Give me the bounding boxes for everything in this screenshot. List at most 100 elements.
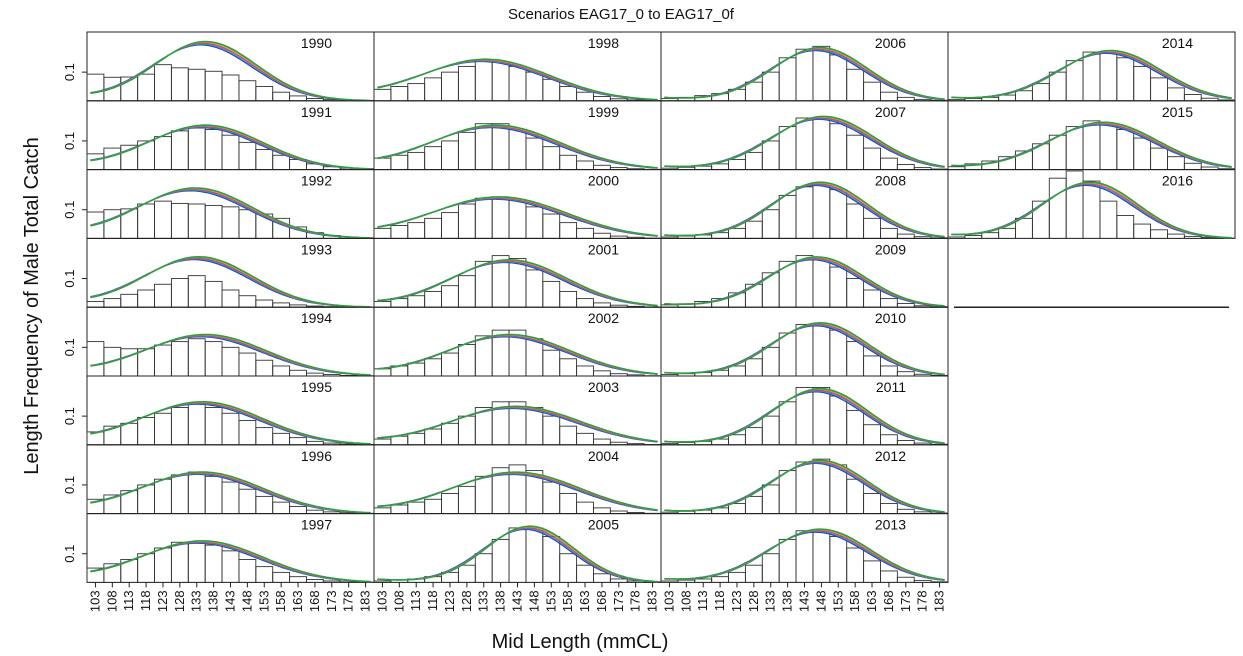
fit-curve <box>90 124 371 170</box>
observed-bar <box>812 530 831 583</box>
observed-bar <box>1082 51 1101 102</box>
observed-bar <box>457 564 476 583</box>
x-tick-label: 133 <box>476 590 491 612</box>
panel-1992: 1992 0.1 <box>62 169 375 239</box>
observed-bar <box>846 547 865 583</box>
observed-bar <box>508 258 527 308</box>
panel-2006: 2006 <box>660 31 949 102</box>
observed-bar <box>795 117 814 171</box>
panel-year-label: 2009 <box>875 241 906 257</box>
y-tick-label: 0.1 <box>62 63 77 81</box>
observed-bar <box>576 564 594 583</box>
observed-bar <box>255 299 274 308</box>
observed-bar <box>221 74 240 102</box>
panel-year-label: 2003 <box>588 379 619 395</box>
observed-bar <box>964 235 983 239</box>
fit-curve <box>951 50 1232 99</box>
observed-bar <box>896 96 915 102</box>
panel-2011: 2011 <box>660 375 949 446</box>
observed-bar <box>744 81 763 102</box>
fit-curve <box>377 196 658 237</box>
x-tick-label: 148 <box>239 590 254 612</box>
observed-bar <box>863 81 881 102</box>
fit-curve <box>664 459 945 513</box>
observed-bar <box>880 365 898 377</box>
fit-curve <box>951 49 1232 99</box>
observed-bar <box>1065 170 1084 239</box>
observed-bar <box>373 368 392 377</box>
observed-bar <box>812 45 831 102</box>
x-tick-label: 108 <box>391 590 406 612</box>
fit-curve <box>377 124 658 169</box>
x-tick-label: 138 <box>780 590 795 612</box>
fit-curve <box>377 258 658 307</box>
observed-bar <box>373 438 392 446</box>
fit-curve <box>377 405 658 443</box>
fit-curve <box>90 40 371 102</box>
observed-bar <box>373 301 392 308</box>
observed-bar <box>728 365 746 377</box>
observed-bar <box>1031 200 1050 239</box>
observed-bar <box>795 255 814 308</box>
observed-bar <box>1015 90 1033 102</box>
observed-bar <box>238 80 257 102</box>
observed-bar <box>170 67 189 102</box>
x-tick-label: 148 <box>813 590 828 612</box>
observed-bar <box>812 117 831 171</box>
observed-bar <box>204 204 223 239</box>
observed-bar <box>238 559 257 583</box>
fit-curve <box>90 336 371 376</box>
x-tick-label: 118 <box>138 590 153 611</box>
observed-bar <box>576 298 594 308</box>
fit-curve <box>664 321 945 376</box>
observed-bar <box>204 70 223 102</box>
observed-bar <box>761 71 780 102</box>
observed-bar <box>187 541 206 583</box>
observed-bar <box>407 295 426 308</box>
panel-2001: 2001 <box>373 237 662 308</box>
observed-bar <box>1150 147 1168 171</box>
observed-bar <box>474 60 493 102</box>
observed-bar <box>457 275 476 308</box>
observed-bar <box>593 438 611 446</box>
observed-bar <box>204 129 223 171</box>
observed-bar <box>390 435 409 446</box>
observed-bar <box>390 154 409 171</box>
observed-bar <box>424 428 442 446</box>
fit-curve <box>377 59 658 101</box>
observed-bar <box>390 225 409 239</box>
observed-bar <box>728 434 746 446</box>
fit-curve <box>377 58 658 101</box>
observed-bar <box>187 68 206 102</box>
observed-bar <box>863 147 881 171</box>
observed-bar <box>1116 57 1135 102</box>
observed-bar <box>913 579 932 583</box>
fit-curve <box>951 51 1232 99</box>
observed-bar <box>880 570 898 583</box>
fit-curve <box>90 473 371 514</box>
observed-bar <box>170 407 189 446</box>
fit-curve <box>664 531 945 581</box>
observed-bar <box>1099 200 1118 239</box>
observed-bar <box>137 203 155 239</box>
observed-bar <box>255 149 274 171</box>
observed-bar <box>441 285 459 308</box>
y-tick-label: 0.1 <box>62 476 77 494</box>
observed-bar <box>1150 77 1168 102</box>
panel-1990: 1990 0.1 <box>62 31 375 102</box>
observed-bar <box>542 213 561 239</box>
x-tick-label: 143 <box>510 590 525 612</box>
observed-bar <box>508 65 527 102</box>
observed-bar <box>761 415 780 446</box>
observed-bar <box>306 509 324 515</box>
observed-bar <box>1133 223 1152 239</box>
x-axis-label: Mid Length (mmCL) <box>492 631 669 653</box>
observed-bar <box>846 68 865 102</box>
observed-bar <box>812 387 831 446</box>
observed-bar <box>457 65 476 102</box>
observed-bar <box>542 536 561 583</box>
observed-bar <box>137 73 155 102</box>
fit-curve <box>90 540 371 583</box>
observed-bar <box>103 209 122 239</box>
observed-bar <box>491 123 510 171</box>
